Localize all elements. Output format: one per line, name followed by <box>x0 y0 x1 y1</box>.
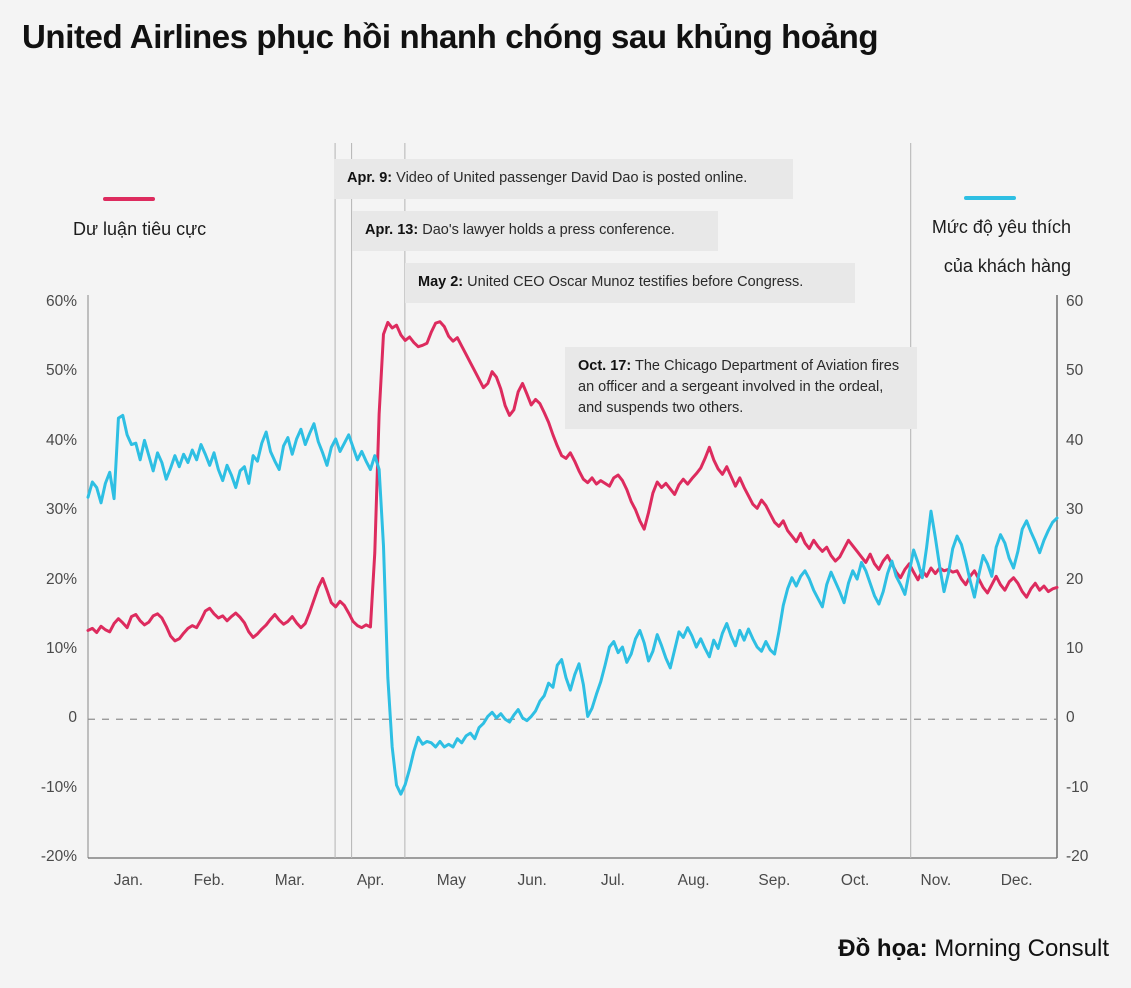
page-title: United Airlines phục hồi nhanh chóng sau… <box>22 18 879 55</box>
annotation-apr-9: Apr. 9: Video of United passenger David … <box>334 159 793 199</box>
x-axis-tick: Mar. <box>274 872 305 889</box>
annotation-date-oct-17: Oct. 17: <box>578 358 632 374</box>
y-axis-right-tick: 20 <box>1066 570 1084 588</box>
legend-favorability: Mức độ yêu thích của khách hàng <box>831 196 1071 278</box>
y-axis-left-tick: 30% <box>45 501 77 519</box>
y-axis-right-tick: 0 <box>1066 709 1075 727</box>
y-axis-left-tick: -10% <box>40 778 77 796</box>
annotation-text-apr-13: Dao's lawyer holds a press conference. <box>422 222 675 238</box>
legend-label-favorability-line1: Mức độ yêu thích <box>931 217 1071 237</box>
legend-label-favorability-line2: của khách hàng <box>943 256 1071 276</box>
y-axis-right-tick: 60 <box>1066 293 1084 310</box>
y-axis-left-tick: 50% <box>45 362 77 380</box>
x-axis-tick: Jan. <box>113 872 144 889</box>
y-axis-left-tick: 60% <box>45 293 77 310</box>
annotation-text-may-2: United CEO Oscar Munoz testifies before … <box>467 274 804 290</box>
footer-credit: Đồ họa: Morning Consult <box>838 935 1109 963</box>
y-axis-left-tick: 0 <box>68 709 77 727</box>
legend-swatch-negative-opinion <box>103 197 155 201</box>
x-axis-tick: Aug. <box>677 872 710 889</box>
y-axis-left-tick: 20% <box>45 570 77 588</box>
annotation-text-oct-17: The Chicago Department of Aviation fires… <box>578 358 900 416</box>
annotation-oct-17: Oct. 17: The Chicago Department of Aviat… <box>565 347 917 429</box>
annotation-apr-13: Apr. 13: Dao's lawyer holds a press conf… <box>352 211 718 251</box>
y-axis-right-tick: 40 <box>1066 431 1084 449</box>
legend-label-negative-opinion: Dư luận tiêu cực <box>73 219 207 239</box>
legend-negative-opinion: Dư luận tiêu cực <box>73 197 303 241</box>
x-axis-tick: Nov. <box>920 872 952 889</box>
x-axis-tick: Dec. <box>1000 872 1033 889</box>
y-axis-left-tick: 40% <box>45 431 77 449</box>
x-axis-tick: Sep. <box>758 872 791 889</box>
x-axis-tick: Apr. <box>356 872 385 889</box>
series-line-favorability <box>86 413 1059 796</box>
y-axis-left-tick: -20% <box>40 848 77 865</box>
y-axis-left-tick: 10% <box>45 639 77 657</box>
annotation-date-apr-9: Apr. 9: <box>347 170 393 186</box>
y-axis-right-tick: -10 <box>1066 778 1089 796</box>
annotation-may-2: May 2: United CEO Oscar Munoz testifies … <box>405 263 855 303</box>
annotation-date-may-2: May 2: <box>418 274 464 290</box>
annotation-date-apr-13: Apr. 13: <box>365 222 419 238</box>
x-axis-tick: Feb. <box>193 872 225 889</box>
y-axis-right-tick: -20 <box>1066 848 1089 865</box>
legend-swatch-favorability <box>964 196 1016 200</box>
x-axis-tick: May <box>436 872 467 889</box>
y-axis-right-tick: 30 <box>1066 501 1084 519</box>
x-axis-tick: Jul. <box>600 872 625 889</box>
x-axis-tick: Oct. <box>840 872 870 889</box>
footer-credit-prefix: Đồ họa: <box>838 935 928 962</box>
footer-credit-source: Morning Consult <box>934 935 1109 962</box>
y-axis-right-tick: 10 <box>1066 639 1084 657</box>
y-axis-right-tick: 50 <box>1066 362 1084 380</box>
x-axis-tick: Jun. <box>517 872 547 889</box>
annotation-text-apr-9: Video of United passenger David Dao is p… <box>396 170 748 186</box>
